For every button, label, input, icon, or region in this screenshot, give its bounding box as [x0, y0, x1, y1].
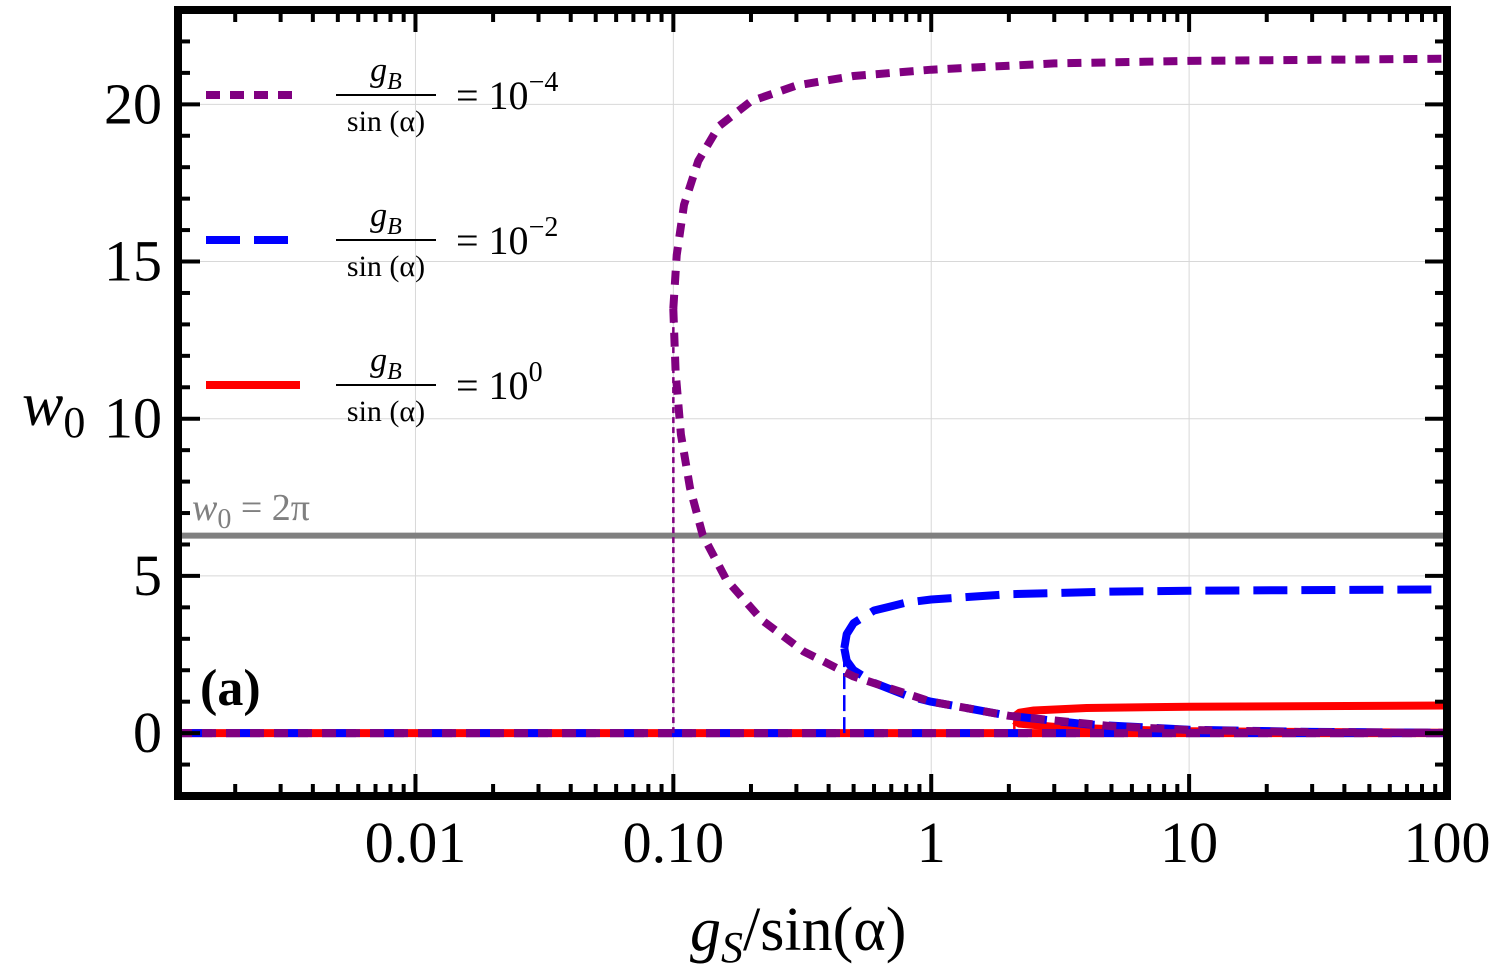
ref-label-rest: = 2π — [231, 487, 310, 529]
x-tick-label-0: 0.01 — [365, 810, 467, 875]
legend-equals-0: = 10−4 — [456, 67, 558, 118]
legend-exponent-1: −2 — [529, 212, 559, 243]
legend-equals-1: = 10−2 — [456, 212, 558, 263]
legend-numerator-sub-2: B — [387, 359, 402, 385]
y-tick-label-2: 10 — [104, 386, 162, 451]
y-axis-title: w0 — [22, 371, 85, 447]
legend-equals-2: = 100 — [456, 357, 543, 408]
legend-numerator-0: gB — [370, 52, 402, 95]
legend-exponent-2: 0 — [529, 357, 543, 388]
x-axis-title-sub: S — [721, 923, 743, 971]
plot-frame — [174, 6, 1451, 800]
series-1-upper-branch — [840, 585, 1448, 649]
legend-denominator-0: sin (α) — [347, 105, 425, 138]
series-0-upper-branch — [669, 54, 1448, 309]
series-1-lower-branch — [840, 647, 1448, 737]
legend-entry-0: gB sin (α) = 10−4 — [206, 52, 558, 138]
ref-label-var: w — [192, 487, 218, 529]
x-axis-title-var: g — [690, 896, 721, 964]
x-tick-label-3: 10 — [1160, 810, 1218, 875]
y-axis-title-sub: 0 — [63, 398, 85, 447]
series-0 — [178, 54, 1448, 738]
y-tick-label-0: 0 — [133, 700, 162, 765]
reference-line-label: w0 = 2π — [192, 487, 310, 535]
x-tick-label-1: 0.10 — [623, 810, 725, 875]
series-0-lower-branch — [669, 308, 1448, 737]
x-tick-label-2: 1 — [917, 810, 946, 875]
y-tick-label-1: 5 — [133, 543, 162, 608]
legend-numerator-1: gB — [370, 197, 402, 240]
x-axis-title: gS/sin(α) — [690, 896, 906, 971]
series-group — [178, 54, 1448, 738]
legend-exponent-0: −4 — [529, 67, 559, 98]
legend-denominator-1: sin (α) — [347, 250, 425, 283]
legend-numerator-sub-1: B — [387, 214, 402, 240]
legend-entry-2: gB sin (α) = 100 — [206, 342, 543, 428]
x-axis-title-rest: /sin(α) — [743, 896, 906, 964]
y-axis-title-var: w — [22, 371, 63, 439]
ticks — [178, 8, 1449, 798]
y-tick-label-4: 20 — [104, 71, 162, 136]
legend-numerator-2: gB — [370, 342, 402, 385]
plot-border — [174, 6, 1451, 800]
series-1 — [178, 585, 1448, 738]
x-tick-label-4: 100 — [1404, 810, 1491, 875]
legend-entry-1: gB sin (α) = 10−2 — [206, 197, 558, 283]
svg-text:w0 = 2π: w0 = 2π — [192, 487, 310, 535]
legend-denominator-2: sin (α) — [347, 395, 425, 428]
tick-labels: 0.01 0.10 1 10 100 0 5 10 15 20 — [104, 71, 1491, 875]
legend-numerator-sub-0: B — [387, 69, 402, 95]
series-2-upper-branch — [1010, 701, 1448, 722]
panel-label: (a) — [200, 660, 261, 717]
ref-label-sub: 0 — [217, 504, 231, 535]
legend: gB sin (α) = 10−4 gB sin (α) = 10−2 gB sin (α) =… — [206, 52, 558, 428]
y-tick-label-3: 15 — [104, 229, 162, 294]
